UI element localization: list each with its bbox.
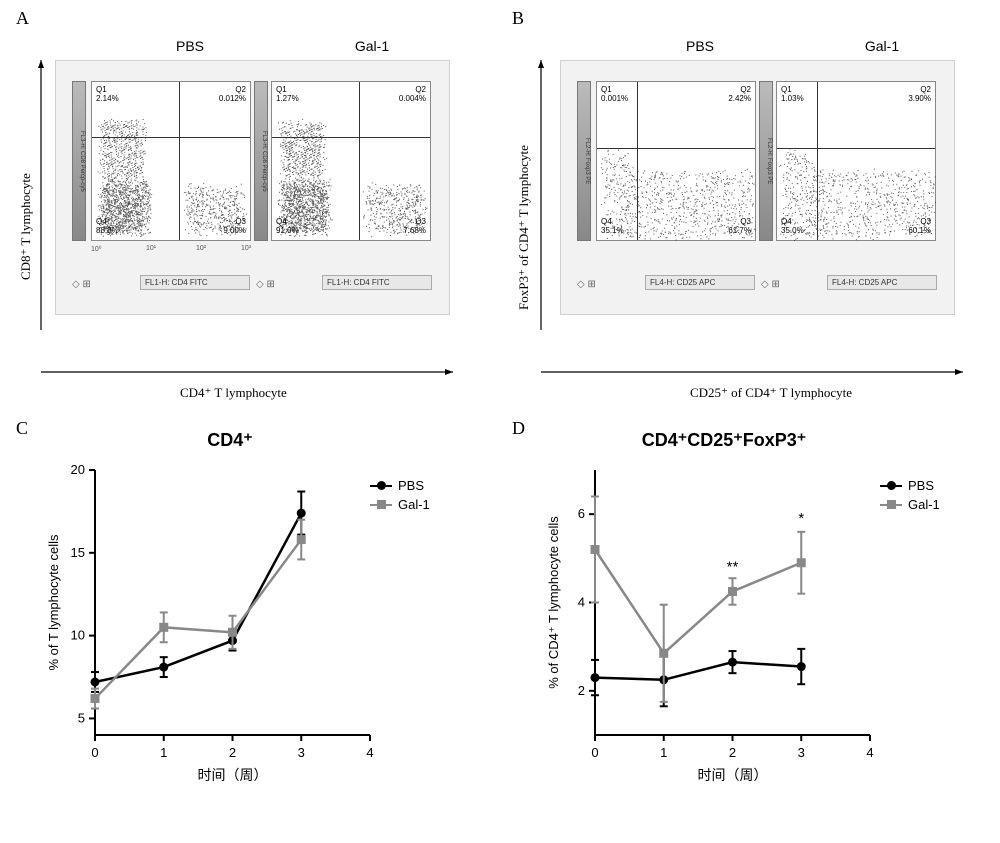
legend-gal1-d-text: Gal-1: [908, 497, 940, 512]
panel-a-label: A: [16, 8, 29, 29]
legend-pbs-d: PBS: [880, 478, 940, 493]
panel-c-label: C: [16, 418, 28, 439]
legend-pbs-c-text: PBS: [398, 478, 424, 493]
panel-a-header-gal1: Gal-1: [292, 38, 452, 54]
panel-d-label: D: [512, 418, 525, 439]
legend-pbs-c: PBS: [370, 478, 430, 493]
panel-d-title: CD4⁺CD25⁺FoxP3⁺: [574, 430, 874, 451]
panel-b-yaxis: FoxP3⁺ of CD4⁺ T lymphocyte: [516, 145, 532, 310]
panel-d-chart: 24601234% of CD4⁺ T lymphocyte cells时间（周…: [540, 460, 880, 790]
panel-b-arrows: [538, 60, 978, 390]
panel-c-chart: 510152001234% of T lymphocyte cells时间（周）: [40, 460, 380, 790]
legend-pbs-d-text: PBS: [908, 478, 934, 493]
panel-b-header-gal1: Gal-1: [802, 38, 962, 54]
panel-c-legend: PBS Gal-1: [370, 478, 430, 516]
panel-a-arrows: [38, 60, 468, 390]
legend-gal1-c-text: Gal-1: [398, 497, 430, 512]
panel-c-title: CD4⁺: [120, 430, 340, 451]
panel-d-legend: PBS Gal-1: [880, 478, 940, 516]
panel-a-yaxis: CD8⁺ T lymphocyte: [18, 173, 34, 280]
panel-b-label: B: [512, 8, 524, 29]
legend-gal1-c: Gal-1: [370, 497, 430, 512]
panel-b-yaxis-text: FoxP3⁺ of CD4⁺ T lymphocyte: [516, 145, 531, 310]
panel-b-header-pbs: PBS: [620, 38, 780, 54]
legend-gal1-d: Gal-1: [880, 497, 940, 512]
panel-a-header-pbs: PBS: [110, 38, 270, 54]
panel-a-yaxis-text: CD8⁺ T lymphocyte: [18, 173, 33, 280]
